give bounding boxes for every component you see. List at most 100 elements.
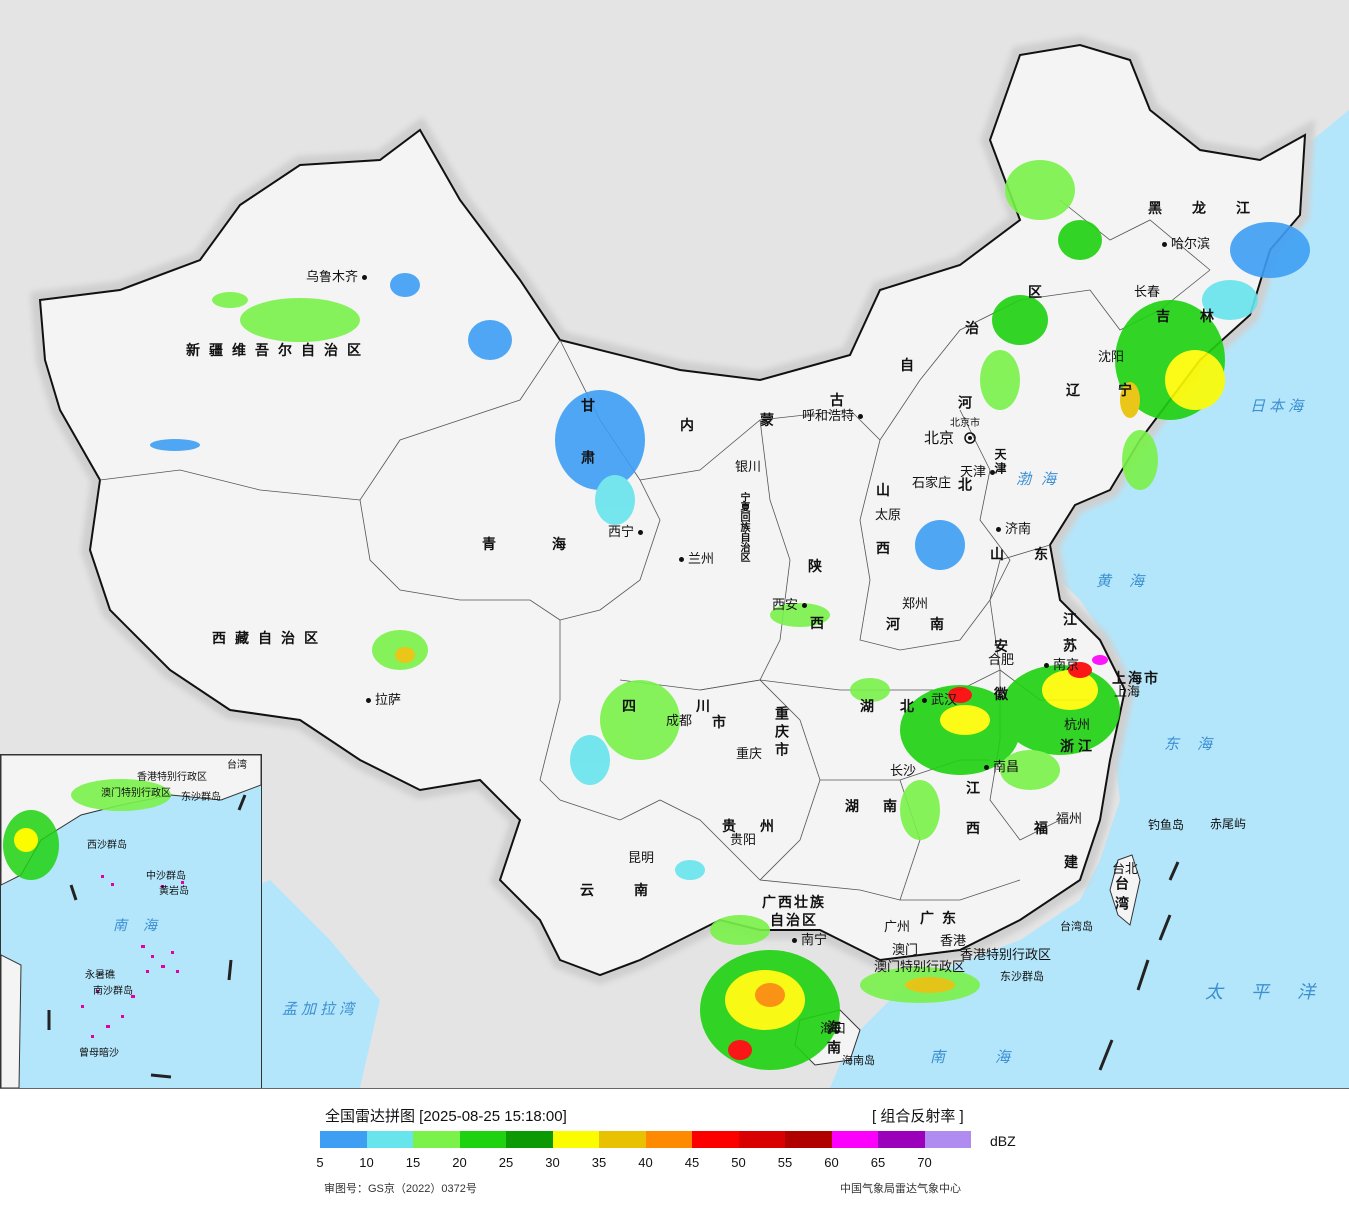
city-chengdu: 成都 [666,713,693,728]
city-lhasa: 拉萨 [362,693,401,707]
province-qinghai: 青海 [482,536,622,552]
legend-tick-12: 65 [870,1155,886,1170]
legend-swatch-10 [785,1131,832,1148]
inset-taiwan: 台湾 [227,760,247,771]
province-guangxi-2: 自治区 [770,912,818,928]
inset-sea: 南海 [113,917,173,933]
city-nanchang: 南昌 [980,760,1019,774]
province-yunnan: 云南 [580,882,688,898]
city-beijing-shi: 北京市 [950,418,980,429]
city-haikou: 海口 [820,1021,847,1036]
province-taiwan: 台湾 [1114,876,1130,916]
province-jiangsu: 江苏 [1062,612,1078,664]
province-sichuan: 四川 [622,698,770,714]
province-guangxi-1: 广西壮族 [762,894,826,910]
province-chongqing: 重庆市 [774,706,790,760]
radar-echoes [150,160,1310,1070]
province-gansu-shi: 市 [712,714,735,730]
province-jiangxi-2: 西 [966,820,989,836]
legend-tick-1: 10 [359,1155,374,1170]
source-label: 中国气象局雷达气象中心 [840,1183,961,1195]
province-neimenggu-1: 内 [680,417,703,433]
legend-swatch-3 [459,1131,506,1148]
province-ningxia: 宁夏回族自治区 [738,492,749,562]
legend-tick-9: 50 [731,1155,746,1170]
label-hainan-island: 海南岛 [842,1055,875,1067]
city-hohhot: 呼和浩特 [802,409,867,423]
province-fujian-1: 福 [1034,820,1057,836]
province-neimenggu-3: 古 [830,392,853,408]
legend-swatch-4 [506,1131,553,1148]
legend-swatch-1 [366,1131,413,1148]
city-shenyang: 沈阳 [1098,349,1125,364]
legend-panel [0,1089,1349,1208]
province-guangdong: 广东 [920,910,964,926]
province-hubei: 湖北 [860,698,940,714]
city-kunming: 昆明 [628,850,655,865]
city-hefei: 合肥 [988,652,1015,667]
legend-tick-8: 45 [684,1155,700,1170]
legend-tick-13: 70 [917,1155,932,1170]
city-wuhan: 武汉 [918,693,957,707]
legend-swatch-7 [645,1131,692,1148]
label-dongsha: 东沙群岛 [1000,971,1044,983]
inset-yongshu: 永暑礁 [85,970,115,981]
province-neimenggu-4: 自 [900,357,923,373]
map-title: 全国雷达拼图 [2025-08-25 15:18:00] [325,1108,567,1125]
province-shaanxi-1: 陕 [808,558,831,574]
inset-dongsha: 东沙群岛 [181,792,221,803]
legend-swatch-2 [413,1131,460,1148]
inset-macau: 澳门特别行政区 [101,788,171,799]
province-guizhou: 贵州 [722,818,798,834]
south-china-sea-inset: 中沙群岛 黄岩岛 永暑礁 南沙群岛 曾母暗沙 西沙群岛 台湾 香港特别行政区 澳… [0,754,262,1088]
legend-swatch-6 [599,1131,646,1148]
legend-tick-6: 35 [591,1155,607,1170]
label-chiwei: 赤尾屿 [1210,817,1247,831]
inset-zengmu: 曾母暗沙 [79,1048,119,1059]
province-fujian-2: 建 [1064,854,1087,870]
province-shanxi-1: 山 [876,482,899,498]
city-nanning: 南宁 [788,933,827,947]
province-xizang: 西藏自治区 [212,630,327,646]
city-shanghai: 上海 [1114,684,1141,699]
inset-zhongsha: 中沙群岛 [146,871,186,882]
province-hunan: 湖南 [845,798,921,814]
legend-tick-10: 55 [777,1155,793,1170]
province-shaanxi-2: 西 [810,615,833,631]
province-jilin: 吉林 [1156,308,1244,324]
sea-taipingyang: 太平洋 [1205,982,1343,1002]
city-jinan: 济南 [992,522,1031,536]
city-changsha: 长沙 [890,763,917,778]
province-tianjin: 天津 [993,448,1007,476]
legend-tick-2: 15 [405,1155,421,1170]
sea-nanhai: 南海 [930,1049,1061,1066]
province-henan: 河南 [886,616,974,632]
legend-tick-4: 25 [498,1155,514,1170]
province-zhejiang: 浙江 [1060,738,1096,754]
province-anhui-2: 徽 [994,686,1017,702]
inset-nansha: 南沙群岛 [93,986,133,997]
province-jiangxi-1: 江 [966,780,989,796]
province-anhui-1: 安 [994,638,1017,654]
city-fuzhou: 福州 [1056,811,1083,826]
city-macau: 澳门 [892,942,919,957]
province-gansu: 甘肃 [580,398,596,502]
legend-tick-0: 5 [316,1155,324,1170]
city-zhengzhou: 郑州 [902,596,929,611]
taiwan-island-shape [1109,854,1141,926]
city-tianjin: 天津 [960,465,999,479]
radar-map: 新疆维吾尔自治区 西藏自治区 青海 甘肃 市 内 蒙 古 自 治 区 黑龙江 吉… [0,0,1349,1089]
province-xinjiang: 新疆维吾尔自治区 [186,342,370,358]
city-hongkong: 香港 [940,933,967,948]
legend-tick-7: 40 [638,1155,653,1170]
city-shijiazhuang: 石家庄 [912,475,952,490]
sea-donghai: 东海 [1164,736,1231,753]
city-taibei: 台北 [1112,861,1139,876]
inset-xisha: 西沙群岛 [87,840,127,851]
city-yinchuan: 银川 [735,459,762,474]
legend-swatch-5 [552,1131,599,1148]
island-chain-lines [1098,861,1180,1071]
legend-tick-11: 60 [824,1155,839,1170]
city-xian: 西安 [772,598,811,612]
city-taiyuan: 太原 [875,507,902,522]
